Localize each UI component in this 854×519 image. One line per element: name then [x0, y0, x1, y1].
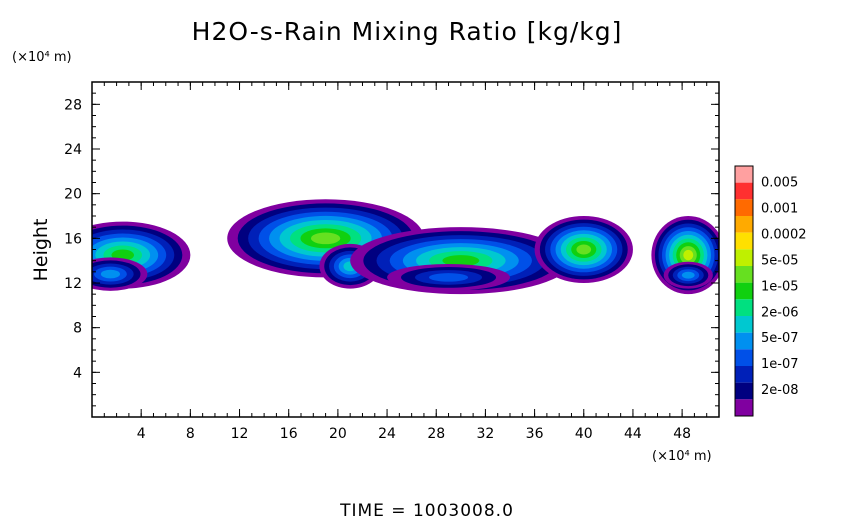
x-tick-label: 8 — [186, 426, 195, 442]
x-tick-label: 24 — [378, 426, 396, 442]
colorbar-swatch — [735, 349, 753, 366]
colorbar-swatch — [735, 316, 753, 333]
x-tick-label: 28 — [427, 426, 445, 442]
x-tick-label: 40 — [575, 426, 593, 442]
colorbar-label: 2e-06 — [761, 305, 799, 320]
time-footer: TIME = 1003008.0 — [339, 501, 514, 519]
x-tick-label: 20 — [329, 426, 347, 442]
colorbar-label: 0.005 — [761, 176, 798, 191]
x-tick-label: 48 — [673, 426, 691, 442]
colorbar-swatch — [735, 216, 753, 233]
colorbar-swatch — [735, 332, 753, 350]
x-unit-label: (×10⁴ m) — [652, 449, 712, 464]
colorbar-label: 5e-07 — [761, 331, 799, 346]
contour-region — [576, 244, 592, 255]
colorbar-swatch — [735, 249, 753, 266]
contour-region — [428, 273, 469, 282]
contour-region — [442, 255, 480, 267]
y-tick-label: 4 — [73, 365, 82, 381]
x-tick-label: 12 — [231, 426, 249, 442]
colorbar-label: 0.001 — [761, 202, 798, 217]
x-tick-label: 44 — [624, 426, 642, 442]
colorbar-label: 1e-07 — [761, 357, 799, 372]
colorbar-label: 2e-08 — [761, 383, 799, 398]
colorbar-label: 0.0002 — [761, 228, 807, 243]
x-tick-label: 16 — [280, 426, 298, 442]
colorbar-swatch — [735, 266, 753, 283]
colorbar-swatch — [735, 232, 753, 250]
colorbar: 0.005 0.001 0.0002 5e-05 1e-05 2e-06 5e-07 1e-0… — [734, 165, 807, 417]
contour-region — [683, 249, 694, 261]
colorbar-swatch — [735, 282, 753, 300]
x-tick-label: 36 — [526, 426, 544, 442]
y-axis-label: Height — [30, 219, 52, 282]
colorbar-label: 5e-05 — [761, 253, 799, 268]
colorbar-swatch — [735, 299, 753, 316]
x-axis: 4 8 12 16 20 24 28 32 36 40 44 48 — [103, 82, 708, 442]
chart-title: H2O-s-Rain Mixing Ratio [kg/kg] — [192, 17, 623, 46]
x-tick-label: 32 — [476, 426, 494, 442]
y-unit-label: (×10⁴ m) — [12, 50, 72, 65]
plot-area — [92, 199, 719, 295]
colorbar-swatch — [735, 166, 753, 183]
y-tick-label: 16 — [64, 231, 82, 247]
colorbar-swatch — [735, 199, 753, 216]
colorbar-label: 1e-05 — [761, 279, 799, 294]
colorbar-swatch — [735, 182, 753, 200]
y-axis: 4 8 12 16 20 24 28 — [64, 92, 719, 407]
contour-region — [681, 271, 695, 279]
colorbar-swatch — [735, 382, 753, 400]
y-tick-label: 12 — [64, 276, 82, 292]
contour-region — [100, 269, 121, 279]
colorbar-frame — [734, 165, 754, 417]
colorbar-swatch — [735, 366, 753, 383]
y-tick-label: 24 — [64, 142, 82, 158]
y-tick-label: 8 — [73, 321, 82, 337]
y-tick-label: 28 — [64, 97, 82, 113]
y-tick-label: 20 — [64, 187, 82, 203]
x-tick-label: 4 — [137, 426, 146, 442]
contour-region — [310, 232, 341, 245]
colorbar-swatch — [735, 399, 753, 416]
